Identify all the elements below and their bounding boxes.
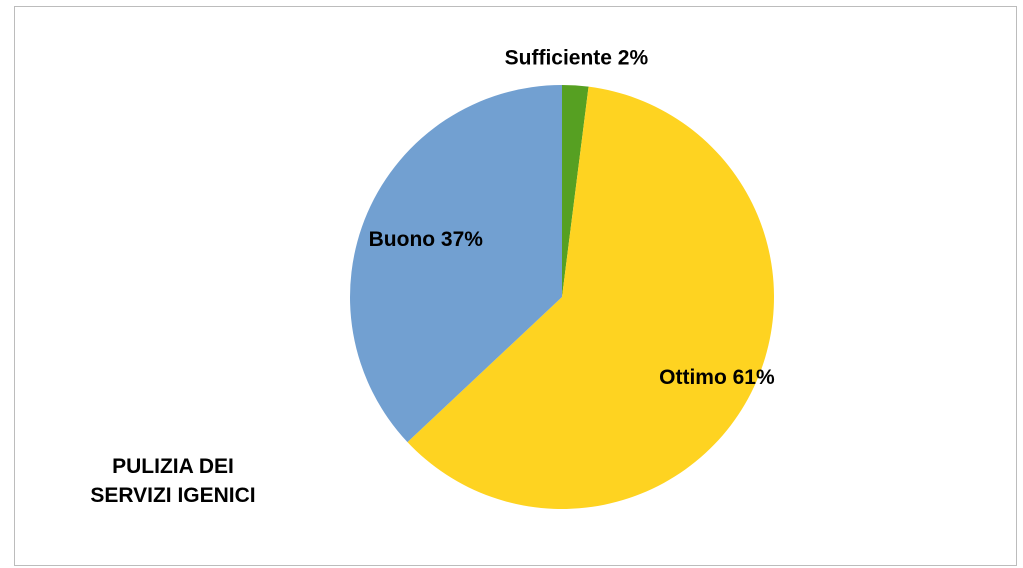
data-label-ottimo: Ottimo 61% [659,366,775,389]
chart-title: PULIZIA DEI SERVIZI IGENICI [90,455,256,507]
pie-labels: Sufficiente 2% Ottimo 61% Buono 37% [369,47,775,389]
pie-slice-buono [350,85,562,443]
pie-slices [350,85,775,509]
data-label-sufficiente: Sufficiente 2% [505,47,649,70]
data-label-buono: Buono 37% [369,228,484,251]
pie-slice-ottimo [407,86,775,509]
pie-slice-sufficiente [562,85,589,297]
